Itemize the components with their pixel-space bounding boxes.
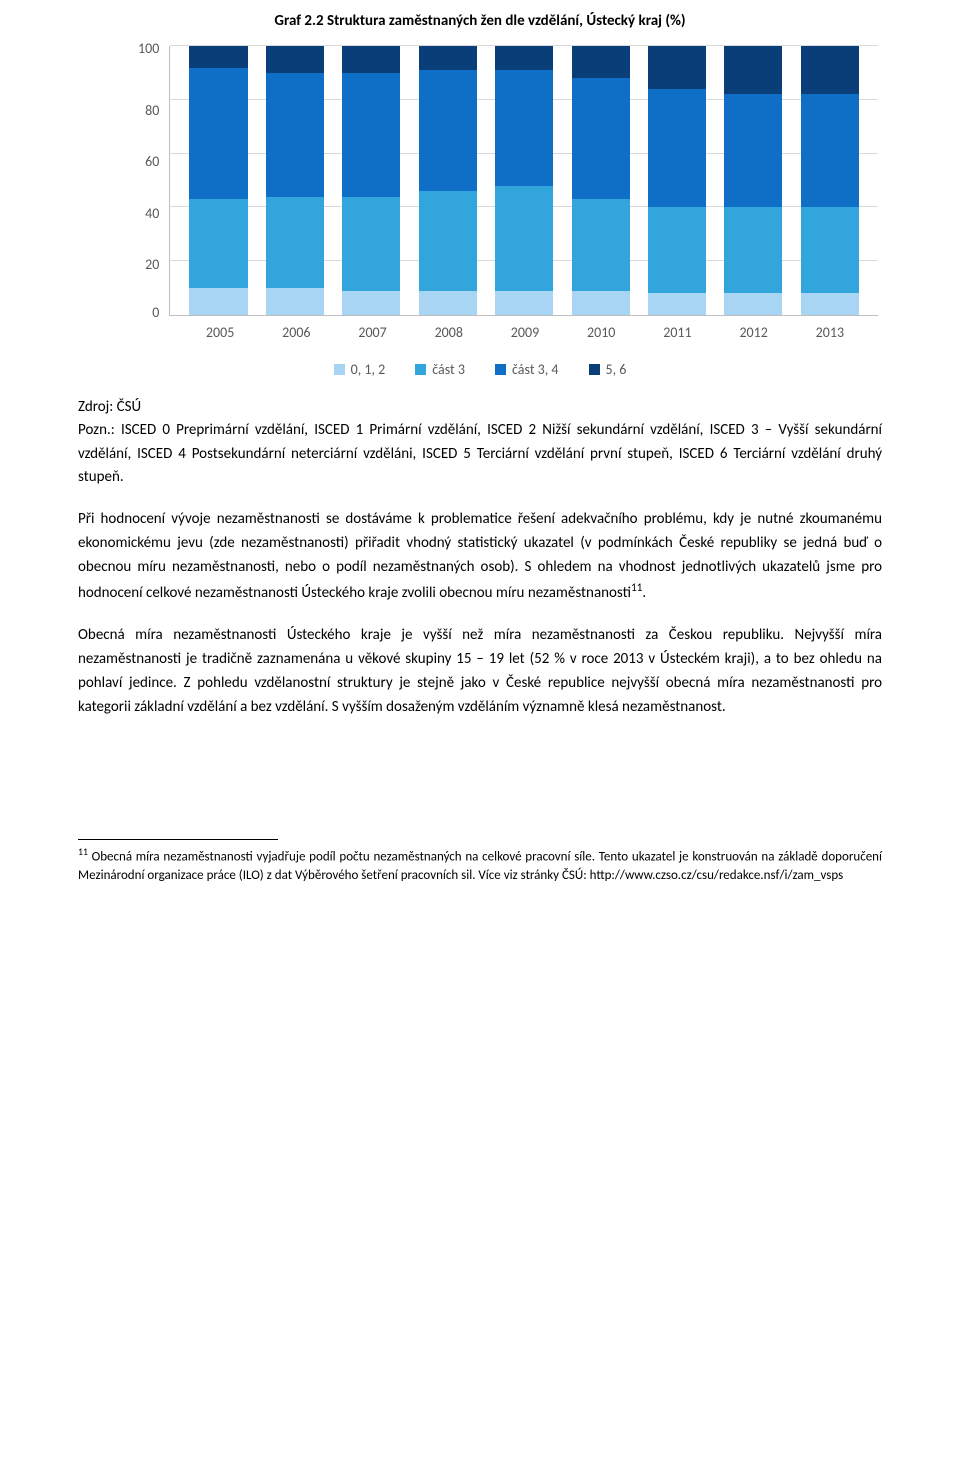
footnote-marker: 11 bbox=[78, 846, 88, 858]
bar-segment bbox=[648, 293, 706, 315]
x-tick-label: 2011 bbox=[639, 324, 715, 341]
footnote-11: 11 Obecná míra nezaměstnanosti vyjadřuje… bbox=[78, 846, 882, 885]
bar-segment bbox=[724, 46, 782, 94]
x-axis: 200520062007200820092010201120122013 bbox=[172, 320, 878, 341]
bar-2009 bbox=[486, 46, 562, 315]
bar-2010 bbox=[562, 46, 638, 315]
bar-segment bbox=[419, 191, 477, 291]
footnote-ref-11: 11 bbox=[631, 581, 642, 595]
bar-2012 bbox=[715, 46, 791, 315]
bar-segment bbox=[419, 46, 477, 70]
bars-container bbox=[170, 46, 878, 315]
bar-segment bbox=[189, 46, 247, 68]
bar-segment bbox=[266, 73, 324, 197]
bar-segment bbox=[266, 288, 324, 315]
bar-2013 bbox=[792, 46, 868, 315]
bar-segment bbox=[495, 70, 553, 186]
x-tick-label: 2006 bbox=[258, 324, 334, 341]
bar-segment bbox=[724, 293, 782, 315]
bar-segment bbox=[801, 94, 859, 207]
bar-segment bbox=[189, 288, 247, 315]
y-tick-label: 100 bbox=[138, 42, 159, 56]
x-tick-label: 2007 bbox=[334, 324, 410, 341]
bar-2007 bbox=[333, 46, 409, 315]
legend-item: 5, 6 bbox=[589, 361, 627, 378]
chart-plot-area bbox=[169, 46, 878, 316]
bar-segment bbox=[572, 46, 630, 78]
chart-key: Pozn.: ISCED 0 Preprimární vzdělání, ISC… bbox=[78, 421, 882, 486]
bar-segment bbox=[648, 89, 706, 207]
bar-segment bbox=[342, 197, 400, 291]
bar-segment bbox=[572, 291, 630, 315]
legend-swatch bbox=[334, 364, 345, 375]
bar-segment bbox=[572, 78, 630, 199]
legend-label: část 3 bbox=[432, 361, 465, 378]
bar-segment bbox=[648, 46, 706, 89]
bar-segment bbox=[724, 94, 782, 207]
bar-segment bbox=[648, 207, 706, 293]
bar-segment bbox=[419, 291, 477, 315]
bar-segment bbox=[266, 46, 324, 73]
bar-segment bbox=[724, 207, 782, 293]
bar-2005 bbox=[180, 46, 256, 315]
legend-swatch bbox=[589, 364, 600, 375]
legend-label: 5, 6 bbox=[606, 361, 627, 378]
chart-title: Graf 2.2 Struktura zaměstnaných žen dle … bbox=[78, 12, 882, 30]
bar-segment bbox=[801, 293, 859, 315]
bar-segment bbox=[342, 46, 400, 73]
x-tick-label: 2005 bbox=[182, 324, 258, 341]
bar-segment bbox=[801, 207, 859, 293]
stacked-bar-chart: 100806040200 bbox=[138, 46, 878, 316]
footnote-separator bbox=[78, 839, 278, 840]
bar-2011 bbox=[639, 46, 715, 315]
x-tick-label: 2010 bbox=[563, 324, 639, 341]
chart-source: Zdroj: ČSÚ bbox=[78, 398, 141, 416]
chart-legend: 0, 1, 2 část 3 část 3, 4 5, 6 bbox=[78, 361, 882, 378]
x-tick-label: 2008 bbox=[411, 324, 487, 341]
legend-label: 0, 1, 2 bbox=[351, 361, 386, 378]
paragraph-2: Obecná míra nezaměstnanosti Ústeckého kr… bbox=[78, 623, 882, 719]
bar-segment bbox=[342, 291, 400, 315]
legend-swatch bbox=[495, 364, 506, 375]
bar-segment bbox=[189, 199, 247, 288]
bar-segment bbox=[801, 46, 859, 94]
bar-segment bbox=[342, 73, 400, 197]
y-tick-label: 60 bbox=[145, 155, 159, 169]
bar-segment bbox=[495, 291, 553, 315]
bar-2006 bbox=[257, 46, 333, 315]
bar-segment bbox=[495, 186, 553, 291]
legend-swatch bbox=[415, 364, 426, 375]
y-tick-label: 0 bbox=[152, 306, 159, 320]
bar-segment bbox=[419, 70, 477, 191]
legend-item: část 3, 4 bbox=[495, 361, 559, 378]
bar-segment bbox=[266, 197, 324, 288]
y-tick-label: 80 bbox=[145, 104, 159, 118]
bar-segment bbox=[189, 68, 247, 200]
x-tick-label: 2009 bbox=[487, 324, 563, 341]
x-tick-label: 2012 bbox=[716, 324, 792, 341]
legend-label: část 3, 4 bbox=[512, 361, 559, 378]
y-axis: 100806040200 bbox=[138, 46, 169, 316]
y-tick-label: 20 bbox=[145, 258, 159, 272]
legend-item: část 3 bbox=[415, 361, 465, 378]
chart-source-and-key: Zdroj: ČSÚ Pozn.: ISCED 0 Preprimární vz… bbox=[78, 396, 882, 489]
paragraph-1: Při hodnocení vývoje nezaměstnanosti se … bbox=[78, 507, 882, 605]
bar-segment bbox=[572, 199, 630, 290]
bar-2008 bbox=[410, 46, 486, 315]
y-tick-label: 40 bbox=[145, 207, 159, 221]
x-tick-label: 2013 bbox=[792, 324, 868, 341]
bar-segment bbox=[495, 46, 553, 70]
legend-item: 0, 1, 2 bbox=[334, 361, 386, 378]
